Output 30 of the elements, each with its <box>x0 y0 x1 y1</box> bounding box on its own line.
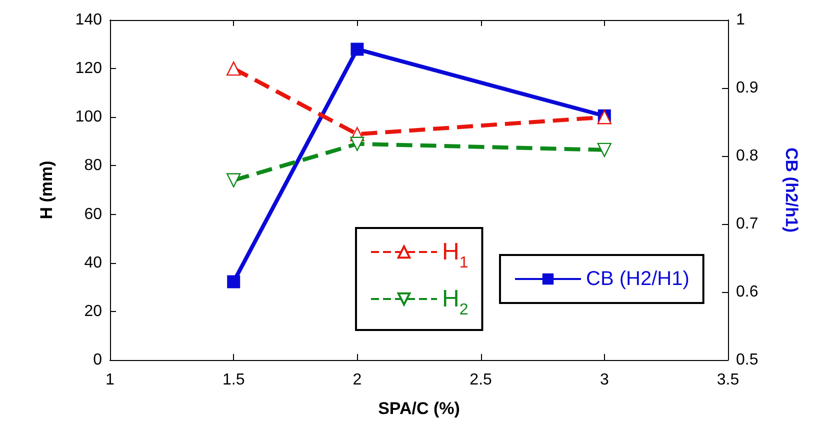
point <box>226 173 241 188</box>
y-tick-label: 20 <box>84 302 102 320</box>
x-tick-label: 2.5 <box>470 372 492 388</box>
y-tick-label: 60 <box>84 206 102 223</box>
x-tick-label: 3.5 <box>716 372 740 388</box>
y2-tick-label: 0.6 <box>736 284 758 300</box>
x-tick-label: 2 <box>352 372 362 388</box>
point <box>350 42 364 56</box>
point <box>226 61 241 76</box>
x-axis-title: SPA/C (%) <box>378 399 460 418</box>
y2-tick-label: 0.7 <box>736 216 758 232</box>
y-tick-label: 40 <box>84 254 102 272</box>
y2-axis-title: CB (h2/h1) <box>782 148 801 232</box>
y-tick-label: 80 <box>84 157 102 174</box>
y-tick-label: 140 <box>75 12 102 28</box>
x-tick-label: 3 <box>600 372 609 388</box>
y-tick-label: 100 <box>75 108 102 126</box>
y2-tick-label: 1 <box>736 12 745 28</box>
point <box>227 275 240 288</box>
y-axis-title: H (mm) <box>37 160 56 220</box>
y2-tick-label: 0.5 <box>736 352 758 368</box>
point <box>597 142 612 158</box>
point <box>350 136 364 151</box>
x-tick-label: 1.5 <box>222 372 245 388</box>
legend-label: CB (H2/H1) <box>586 268 690 290</box>
x-tick-label: 1 <box>106 372 115 388</box>
y-tick-label: 0 <box>93 352 102 368</box>
y2-tick-label: 0.8 <box>736 148 758 164</box>
y2-tick-label: 0.9 <box>736 80 758 96</box>
y-tick-label: 120 <box>75 60 102 78</box>
